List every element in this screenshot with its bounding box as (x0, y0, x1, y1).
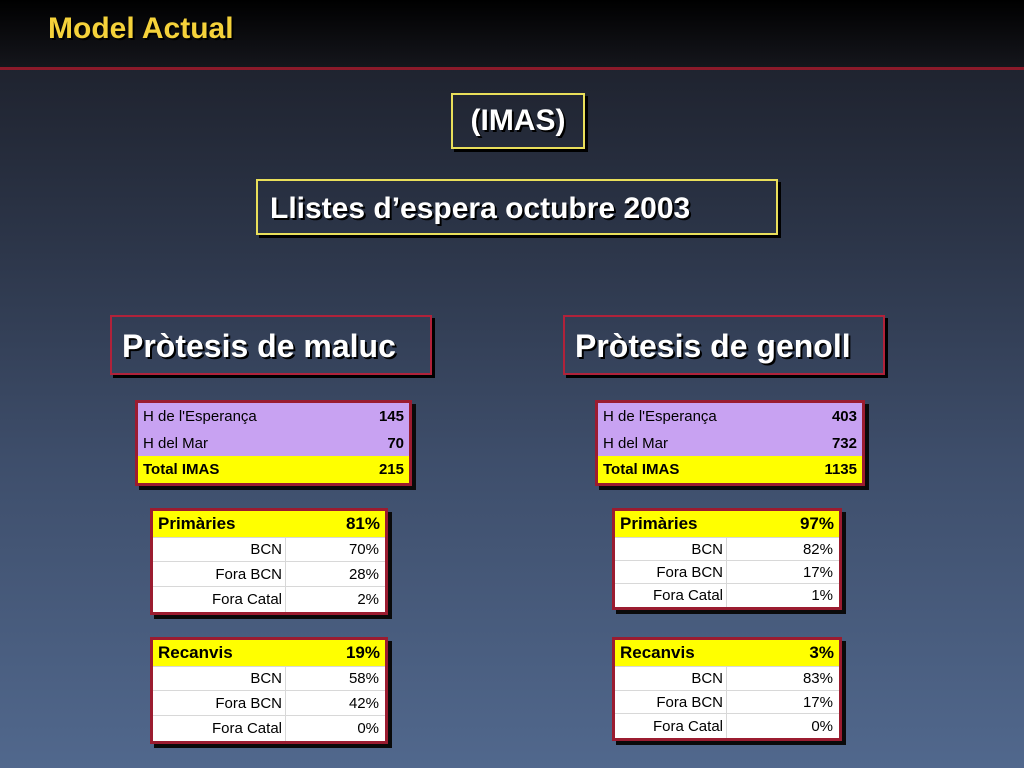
table-row: Fora Catal 2% (153, 587, 385, 612)
table-row: Fora Catal 0% (615, 714, 839, 738)
region-label: BCN (615, 538, 727, 560)
region-value: 82% (802, 540, 833, 558)
table-row: H del Mar 70 (138, 430, 409, 456)
table-row: Fora BCN 17% (615, 561, 839, 584)
recanvis-pct: 3% (809, 643, 834, 662)
region-label: BCN (153, 538, 286, 561)
maluc-recanvis-table: Recanvis 19% BCN 58% Fora BCN 42% Fora C… (150, 637, 388, 744)
recanvis-header-row: Recanvis 3% (615, 640, 839, 667)
region-label: Fora BCN (153, 691, 286, 715)
region-value: 17% (802, 563, 833, 581)
genoll-title-box: Pròtesis de genoll (563, 315, 885, 375)
genoll-title: Pròtesis de genoll (575, 328, 851, 364)
maluc-title: Pròtesis de maluc (122, 328, 396, 364)
hospital-value: 145 (378, 408, 404, 425)
table-row: Fora BCN 17% (615, 691, 839, 714)
region-label: BCN (615, 667, 727, 690)
genoll-recanvis-table: Recanvis 3% BCN 83% Fora BCN 17% Fora Ca… (612, 637, 842, 741)
imas-label: (IMAS) (470, 104, 566, 137)
region-label: Fora Catal (615, 714, 727, 738)
recanvis-pct: 19% (345, 643, 380, 662)
table-row: Fora Catal 0% (153, 716, 385, 741)
region-value: 0% (811, 717, 833, 735)
imas-box: (IMAS) (451, 93, 585, 149)
hospital-value: 732 (831, 434, 857, 452)
total-row: Total IMAS 215 (138, 456, 409, 483)
table-row: H del Mar 732 (598, 430, 862, 456)
region-label: BCN (153, 667, 286, 690)
table-row: H de l'Esperança 403 (598, 403, 862, 430)
total-row: Total IMAS 1135 (598, 456, 862, 483)
primaries-label: Primàries (620, 514, 698, 533)
table-row: Fora BCN 28% (153, 562, 385, 587)
primaries-header-row: Primàries 97% (615, 511, 839, 538)
region-value: 17% (802, 693, 833, 711)
region-value: 70% (348, 541, 379, 558)
hospital-name: H de l'Esperança (603, 408, 717, 425)
total-value: 215 (378, 461, 404, 478)
recanvis-label: Recanvis (158, 643, 233, 662)
total-label: Total IMAS (603, 461, 680, 478)
slide-title: Model Actual (48, 12, 234, 45)
heading-box: Llistes d’espera octubre 2003 (256, 179, 778, 235)
region-value: 42% (348, 694, 379, 712)
hospital-name: H del Mar (143, 434, 209, 452)
primaries-pct: 81% (345, 514, 380, 533)
region-label: Fora Catal (153, 587, 286, 612)
region-value: 0% (357, 720, 379, 737)
title-bar: Model Actual (0, 0, 1024, 70)
hospital-value: 403 (831, 408, 857, 425)
region-label: Fora BCN (615, 561, 727, 583)
region-value: 2% (357, 591, 379, 608)
genoll-primaries-table: Primàries 97% BCN 82% Fora BCN 17% Fora … (612, 508, 842, 610)
table-row: BCN 58% (153, 667, 385, 691)
recanvis-label: Recanvis (620, 643, 695, 662)
region-label: Fora BCN (615, 691, 727, 713)
table-row: BCN 82% (615, 538, 839, 561)
region-value: 83% (802, 670, 833, 687)
region-label: Fora BCN (153, 562, 286, 586)
maluc-title-box: Pròtesis de maluc (110, 315, 432, 375)
primaries-header-row: Primàries 81% (153, 511, 385, 538)
hospital-name: H del Mar (603, 434, 669, 452)
region-value: 1% (811, 587, 833, 604)
total-value: 1135 (824, 461, 857, 478)
recanvis-header-row: Recanvis 19% (153, 640, 385, 667)
hospital-value: 70 (387, 434, 404, 452)
hospital-name: H de l'Esperança (143, 408, 257, 425)
primaries-label: Primàries (158, 514, 236, 533)
region-value: 58% (348, 670, 379, 687)
region-label: Fora Catal (615, 584, 727, 607)
region-label: Fora Catal (153, 716, 286, 741)
genoll-hospital-table: H de l'Esperança 403 H del Mar 732 Total… (595, 400, 865, 486)
heading-label: Llistes d’espera octubre 2003 (270, 192, 691, 225)
table-row: Fora BCN 42% (153, 691, 385, 716)
table-row: BCN 70% (153, 538, 385, 562)
maluc-primaries-table: Primàries 81% BCN 70% Fora BCN 28% Fora … (150, 508, 388, 615)
table-row: Fora Catal 1% (615, 584, 839, 607)
primaries-pct: 97% (799, 514, 834, 533)
table-row: H de l'Esperança 145 (138, 403, 409, 430)
table-row: BCN 83% (615, 667, 839, 691)
region-value: 28% (348, 565, 379, 583)
maluc-hospital-table: H de l'Esperança 145 H del Mar 70 Total … (135, 400, 412, 486)
total-label: Total IMAS (143, 461, 220, 478)
